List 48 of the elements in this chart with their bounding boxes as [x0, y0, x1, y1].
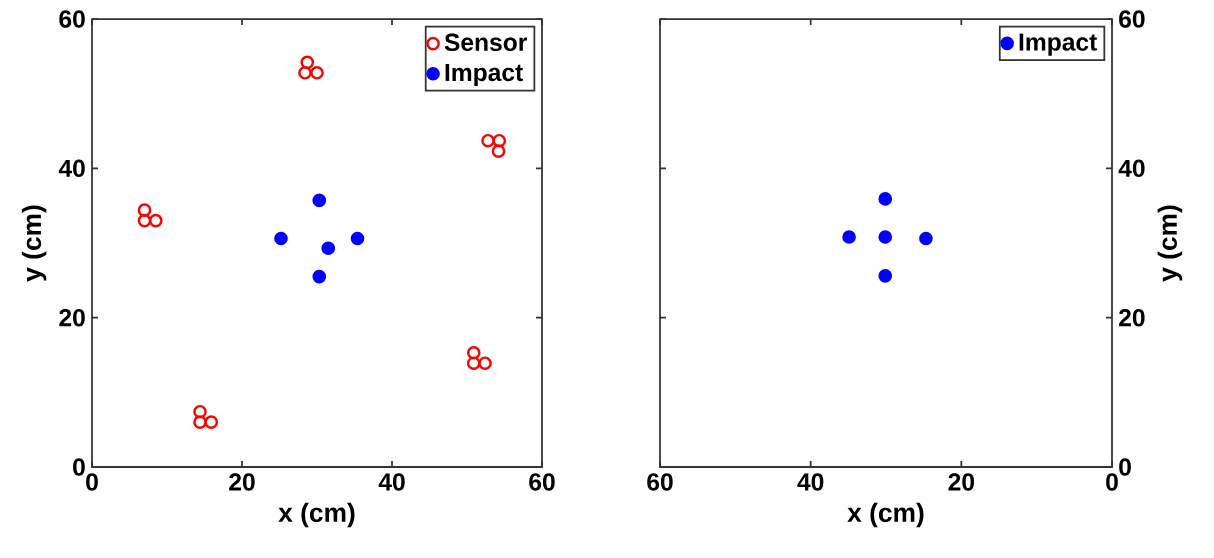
point — [878, 269, 893, 283]
point — [491, 144, 506, 158]
point — [492, 133, 507, 148]
point — [878, 230, 893, 244]
point — [842, 230, 856, 244]
y-tick-label: 60 — [59, 10, 85, 28]
x-tick-label: 40 — [378, 473, 405, 491]
legend-label: Sensor — [444, 33, 527, 52]
y-tick-label: 0 — [1119, 458, 1131, 476]
point — [466, 356, 481, 371]
point — [919, 231, 933, 246]
point — [298, 65, 312, 80]
x-tick-label: 0 — [86, 473, 98, 491]
y-tick-label: 40 — [58, 159, 85, 178]
point — [466, 345, 481, 360]
point — [137, 203, 152, 217]
point — [350, 231, 365, 246]
x-tick-label: 20 — [948, 473, 975, 491]
x-tick-label: 60 — [529, 473, 555, 491]
point — [274, 231, 288, 246]
point — [312, 193, 327, 208]
x-axis-title: x (cm) — [847, 502, 924, 528]
y-axis-title: y (cm) — [21, 205, 47, 282]
point — [312, 269, 327, 284]
legend-label: Impact — [1019, 33, 1097, 56]
y-tick-label: 0 — [73, 458, 85, 476]
x-tick-label: 60 — [647, 473, 673, 491]
point — [137, 213, 152, 228]
y-tick-label: 60 — [1119, 10, 1145, 28]
point — [478, 356, 492, 371]
y-tick-label: 40 — [1118, 159, 1145, 178]
point — [310, 65, 324, 80]
x-tick-label: 0 — [1106, 473, 1118, 491]
y-axis-title: y (cm) — [1157, 205, 1183, 282]
point — [321, 241, 336, 256]
legend-label: Impact — [445, 64, 523, 87]
point — [193, 415, 207, 430]
point — [878, 192, 893, 206]
point — [204, 415, 219, 430]
point — [481, 133, 495, 148]
x-axis-title: x (cm) — [278, 502, 355, 528]
point — [300, 55, 315, 70]
point — [193, 404, 207, 419]
x-tick-label: 40 — [797, 473, 824, 491]
point — [148, 213, 163, 228]
y-tick-label: 20 — [1119, 308, 1145, 327]
y-tick-label: 20 — [59, 308, 85, 327]
x-tick-label: 20 — [229, 473, 255, 491]
